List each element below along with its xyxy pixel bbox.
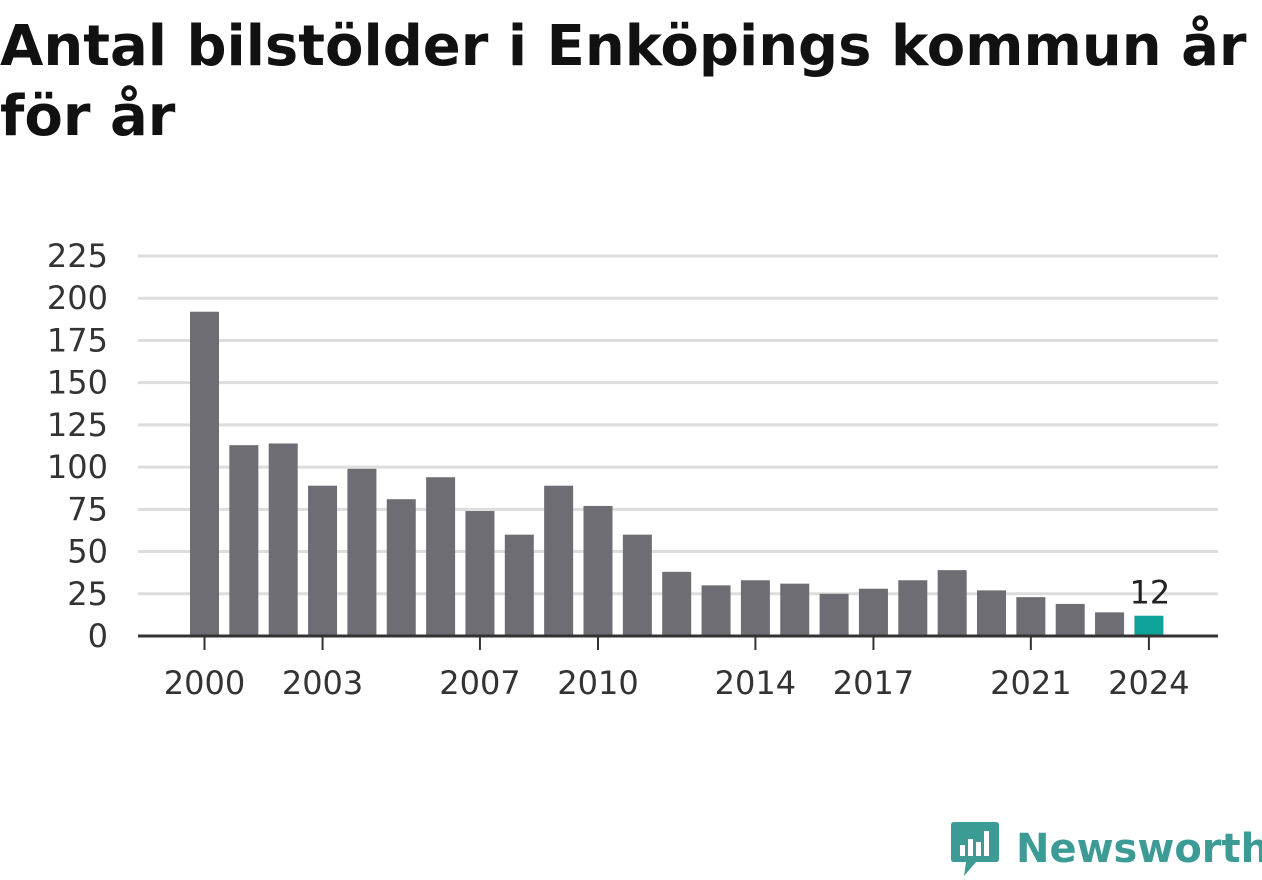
highlight-value-label: 12 [1130, 574, 1171, 612]
bar-2004 [347, 468, 377, 636]
bar-2003 [308, 485, 338, 636]
chart-title: Antal bilstölder i Enköpings kommun år f… [0, 14, 1247, 149]
bar-2018 [898, 580, 928, 636]
bar-2000 [190, 311, 219, 636]
bar-2012 [662, 571, 692, 636]
x-tick-label: 2000 [164, 664, 245, 702]
bar-2009 [544, 485, 574, 636]
bar-2005 [386, 499, 416, 636]
y-tick-label: 225 [47, 237, 108, 275]
x-tick-label: 2003 [282, 664, 363, 702]
y-tick-label: 0 [88, 617, 108, 655]
bar-2019 [937, 570, 967, 636]
x-tick-label: 2007 [439, 664, 520, 702]
y-tick-label: 100 [47, 448, 108, 486]
labels: 0 25 50 75 100 125 150 175 200 225 12 2000 2003 2007 2… [47, 237, 1190, 702]
bar-2023 [1095, 612, 1125, 636]
axes [138, 634, 1218, 650]
x-tick-label: 2010 [557, 664, 638, 702]
y-tick-label: 25 [67, 575, 108, 613]
bar-2011 [622, 534, 652, 636]
y-tick-label: 50 [67, 533, 108, 571]
x-tick-label: 2017 [833, 664, 914, 702]
bar-2020 [977, 590, 1006, 636]
bar-2017 [858, 588, 888, 636]
bar-2013 [701, 585, 731, 636]
y-tick-label: 125 [47, 406, 108, 444]
bar-2015 [780, 583, 810, 636]
y-tick-label: 75 [67, 490, 108, 528]
bar-2008 [504, 534, 534, 636]
bar-2016 [819, 593, 849, 636]
brand-name: Newsworthy [1016, 826, 1262, 872]
bar-2014 [740, 580, 770, 636]
bar-2006 [426, 477, 456, 636]
bar-2001 [229, 445, 259, 636]
x-tick-label: 2024 [1108, 664, 1189, 702]
bar-2024 [1134, 615, 1164, 636]
x-tick-label: 2021 [990, 664, 1071, 702]
y-tick-label: 175 [47, 321, 108, 359]
x-tick-label: 2014 [715, 664, 796, 702]
bar-2002 [268, 443, 298, 636]
bar-2022 [1055, 603, 1085, 636]
newsworthy-logo-icon [951, 822, 999, 876]
grid-lines [138, 254, 1218, 596]
brand-logo: Newsworthy [950, 818, 1262, 880]
bars [190, 311, 1164, 636]
bar-2007 [465, 511, 495, 636]
bar-2010 [583, 505, 613, 636]
y-tick-label: 150 [47, 364, 108, 402]
bar-2021 [1016, 597, 1046, 636]
y-tick-label: 200 [47, 279, 108, 317]
